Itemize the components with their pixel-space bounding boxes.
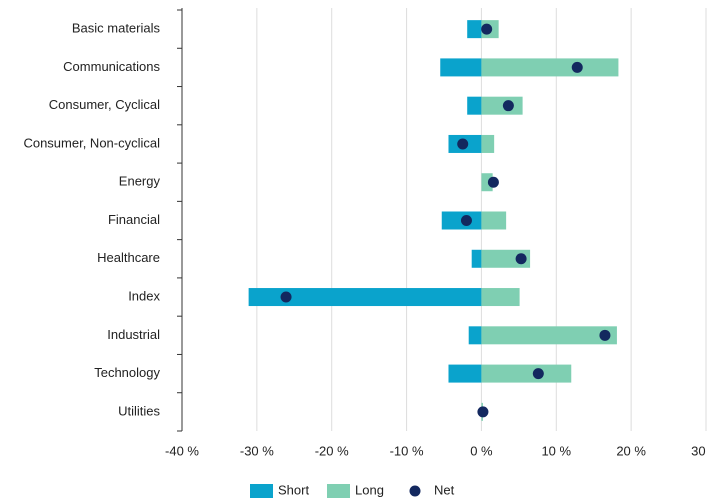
y-tick-label: Consumer, Cyclical bbox=[49, 97, 160, 112]
y-tick-label: Financial bbox=[108, 212, 160, 227]
legend-label: Short bbox=[278, 482, 309, 497]
net-dot bbox=[502, 100, 514, 112]
bar bbox=[481, 173, 493, 192]
bar bbox=[481, 364, 572, 383]
legend-label: Long bbox=[355, 482, 384, 497]
x-tick-label: -30 % bbox=[240, 443, 274, 458]
legend-swatch bbox=[327, 484, 350, 498]
x-tick-label: 10 % bbox=[541, 443, 571, 458]
bar bbox=[448, 364, 482, 383]
net-dot bbox=[460, 215, 472, 226]
y-tick-label: Industrial bbox=[107, 327, 160, 342]
bar bbox=[468, 326, 482, 345]
y-tick-label: Index bbox=[128, 288, 160, 303]
legend-swatch bbox=[250, 484, 273, 498]
bar bbox=[481, 288, 520, 307]
legend-swatch bbox=[409, 485, 421, 497]
bar bbox=[481, 134, 495, 153]
net-dot bbox=[477, 406, 489, 418]
bar bbox=[481, 96, 523, 115]
bar bbox=[481, 249, 531, 268]
y-tick-label: Technology bbox=[94, 365, 160, 380]
net-dot bbox=[280, 291, 292, 303]
legend-label: Net bbox=[434, 482, 455, 497]
bar bbox=[481, 58, 619, 77]
y-tick-label: Healthcare bbox=[97, 250, 160, 265]
net-dot bbox=[481, 23, 493, 35]
y-tick-label: Utilities bbox=[118, 403, 160, 418]
net-dot bbox=[457, 138, 469, 150]
x-tick-label: 20 % bbox=[616, 443, 646, 458]
y-tick-label: Basic materials bbox=[72, 21, 161, 36]
bar bbox=[481, 211, 507, 230]
net-dot bbox=[599, 329, 611, 341]
x-tick-label: -20 % bbox=[315, 443, 349, 458]
bar bbox=[481, 326, 617, 345]
x-tick-label: 30 % bbox=[691, 443, 707, 458]
bar bbox=[248, 288, 482, 307]
y-tick-label: Consumer, Non-cyclical bbox=[23, 135, 160, 150]
net-dot bbox=[571, 61, 583, 73]
x-tick-label: -10 % bbox=[390, 443, 424, 458]
bar bbox=[471, 249, 482, 268]
x-tick-label: -40 % bbox=[165, 443, 199, 458]
net-dot bbox=[487, 176, 499, 188]
bar bbox=[467, 20, 482, 39]
net-dot bbox=[515, 253, 527, 265]
x-tick-label: 0 % bbox=[470, 443, 493, 458]
net-dot bbox=[532, 368, 544, 380]
bar bbox=[440, 58, 482, 77]
bar bbox=[467, 96, 482, 115]
y-tick-label: Communications bbox=[63, 59, 160, 74]
y-tick-label: Energy bbox=[119, 174, 161, 189]
